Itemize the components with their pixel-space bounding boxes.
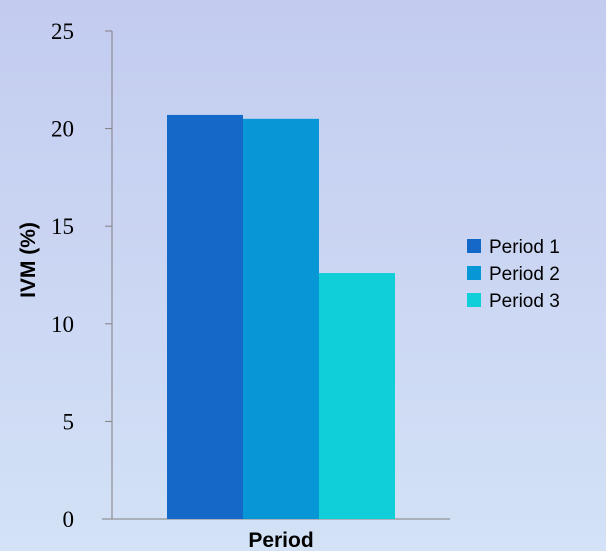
legend-swatch bbox=[467, 293, 481, 307]
legend-swatch bbox=[467, 239, 481, 253]
y-tick-label: 25 bbox=[51, 19, 74, 44]
x-axis-label: Period bbox=[248, 529, 313, 551]
bar-period-2 bbox=[243, 118, 319, 519]
legend-label: Period 2 bbox=[489, 264, 560, 285]
y-tick-label: 0 bbox=[63, 507, 75, 532]
bar-period-1 bbox=[167, 114, 243, 519]
legend-swatch bbox=[467, 266, 481, 280]
legend-label: Period 1 bbox=[489, 237, 560, 258]
bar-period-3 bbox=[319, 273, 395, 519]
y-tick-label: 20 bbox=[51, 117, 74, 142]
y-tick-label: 15 bbox=[51, 214, 74, 239]
y-axis-label: IVM (%) bbox=[17, 222, 40, 298]
legend-label: Period 3 bbox=[489, 291, 560, 312]
legend: Period 1 Period 2 Period 3 bbox=[467, 237, 560, 312]
y-tick-label: 10 bbox=[51, 312, 74, 337]
y-tick-label: 5 bbox=[63, 409, 75, 434]
